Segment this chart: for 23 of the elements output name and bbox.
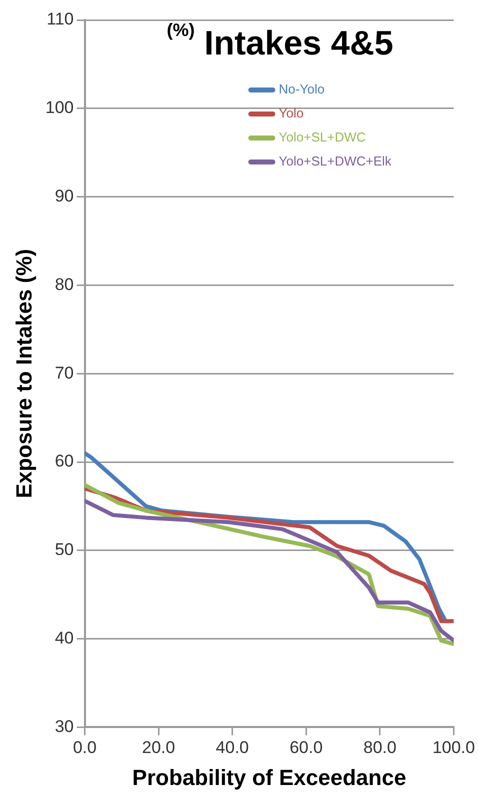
chart-title: Intakes 4&5	[204, 24, 394, 62]
y-tick-label: 30	[54, 716, 74, 736]
legend-label: No-Yolo	[278, 82, 325, 97]
y-tick-label: 50	[54, 540, 74, 560]
legend-label: Yolo	[278, 106, 304, 121]
legend-label: Yolo+SL+DWC	[278, 130, 366, 145]
x-tick-label: 100.0	[432, 738, 476, 758]
x-axis-title: Probability of Exceedance	[132, 764, 406, 790]
x-tick-label: 0.0	[72, 738, 97, 758]
legend-label: Yolo+SL+DWC+Elk	[278, 154, 392, 169]
y-tick-label: 80	[54, 274, 74, 294]
y-tick-label: 70	[54, 363, 74, 382]
y-tick-label: 60	[54, 452, 74, 471]
x-tick-label: 40.0	[216, 738, 249, 758]
y-tick-label: 110	[46, 10, 74, 29]
y-tick-label: 90	[54, 186, 74, 206]
y-tick-label: 40	[54, 628, 74, 648]
y-axis-title: Exposure to Intakes (%)	[11, 248, 36, 498]
x-tick-label: 20.0	[142, 738, 176, 758]
annotation: (%)	[166, 20, 195, 40]
x-tick-label: 80.0	[363, 738, 396, 758]
y-tick-label: 100	[45, 98, 74, 118]
x-tick-label: 60.0	[290, 738, 323, 758]
